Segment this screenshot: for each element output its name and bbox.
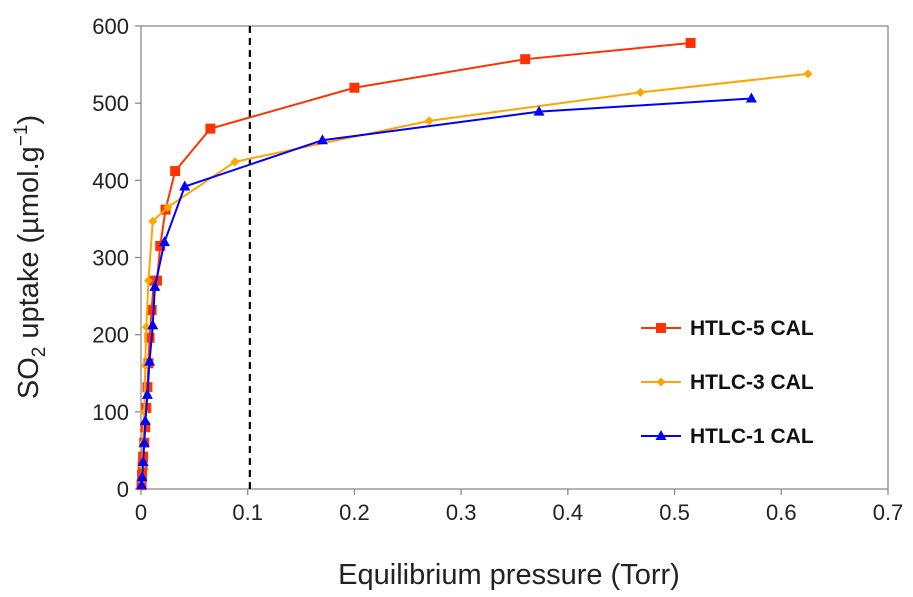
legend-label: HTLC-1 CAL bbox=[690, 425, 814, 448]
data-point bbox=[803, 69, 813, 79]
data-point bbox=[170, 166, 181, 177]
data-point bbox=[230, 157, 240, 167]
data-point bbox=[635, 87, 645, 97]
legend-marker bbox=[655, 430, 667, 440]
y-tick-label: 400 bbox=[92, 168, 129, 193]
data-point bbox=[424, 116, 434, 126]
x-tick-label: 0.1 bbox=[232, 500, 263, 525]
data-point bbox=[316, 134, 328, 145]
legend-entry: HTLC-3 CAL bbox=[641, 371, 814, 394]
x-tick-label: 0 bbox=[135, 500, 147, 525]
legend-label: HTLC-3 CAL bbox=[690, 371, 814, 394]
y-axis-title-subscript: 2 bbox=[29, 347, 50, 358]
y-tick-label: 200 bbox=[92, 323, 129, 348]
data-point bbox=[143, 276, 153, 286]
data-point bbox=[146, 304, 157, 315]
y-tick-label: 600 bbox=[92, 14, 129, 39]
data-point bbox=[148, 216, 158, 226]
data-point bbox=[147, 319, 159, 330]
data-point bbox=[205, 123, 216, 134]
data-point bbox=[141, 388, 153, 399]
data-point bbox=[685, 37, 696, 48]
data-point bbox=[139, 415, 151, 426]
y-axis-title-suffix: ) bbox=[13, 115, 45, 125]
data-point bbox=[136, 479, 148, 490]
legend-entry: HTLC-5 CAL bbox=[641, 317, 814, 340]
series-line bbox=[140, 97, 752, 486]
series-htlc-3-cal bbox=[137, 69, 813, 486]
data-point bbox=[144, 332, 155, 343]
plot-frame bbox=[140, 25, 889, 490]
x-tick-label: 0.5 bbox=[659, 500, 690, 525]
data-point bbox=[137, 455, 149, 466]
data-point bbox=[149, 280, 161, 291]
data-point bbox=[136, 471, 148, 482]
x-axis: 0 0.1 0.2 0.3 0.4 0.5 0.6 0.7 bbox=[135, 489, 903, 525]
data-point bbox=[179, 180, 191, 191]
legend-marker bbox=[656, 377, 666, 387]
legend: HTLC-5 CAL HTLC-3 CAL HTLC-1 CAL bbox=[641, 317, 814, 448]
x-tick-label: 0.3 bbox=[446, 500, 477, 525]
x-tick-label: 0.4 bbox=[553, 500, 584, 525]
series-layer bbox=[136, 37, 813, 491]
legend-entry: HTLC-1 CAL bbox=[641, 425, 814, 448]
data-point bbox=[144, 355, 156, 366]
series-line bbox=[140, 72, 809, 482]
data-point bbox=[138, 436, 150, 447]
y-tick-label: 300 bbox=[92, 246, 129, 271]
legend-label: HTLC-5 CAL bbox=[690, 317, 814, 340]
series-htlc-5-cal bbox=[136, 37, 696, 491]
y-tick-label: 100 bbox=[92, 400, 129, 425]
data-point bbox=[158, 236, 170, 247]
y-tick-label: 500 bbox=[92, 91, 129, 116]
x-tick-label: 0.7 bbox=[873, 500, 904, 525]
data-point bbox=[520, 54, 531, 65]
data-point bbox=[163, 202, 173, 212]
y-axis-title: SO2 uptake (µmol.g−1) bbox=[11, 115, 50, 399]
x-tick-label: 0.2 bbox=[339, 500, 370, 525]
data-point bbox=[745, 92, 757, 103]
legend-marker bbox=[656, 323, 666, 333]
series-htlc-1-cal bbox=[136, 92, 757, 490]
data-point bbox=[349, 82, 360, 93]
x-tick-label: 0.6 bbox=[766, 500, 797, 525]
plot-area bbox=[140, 25, 889, 490]
y-axis-title-superscript: −1 bbox=[11, 125, 32, 147]
x-axis-title: Equilibrium pressure (Torr) bbox=[338, 559, 680, 591]
y-tick-label: 0 bbox=[117, 477, 129, 502]
data-point bbox=[533, 105, 545, 116]
series-line bbox=[140, 41, 691, 486]
y-axis-title-prefix: SO bbox=[13, 357, 45, 399]
y-axis: 0 100 200 300 400 500 600 bbox=[92, 14, 141, 502]
y-axis-title-middle: uptake (µmol.g bbox=[13, 146, 45, 346]
